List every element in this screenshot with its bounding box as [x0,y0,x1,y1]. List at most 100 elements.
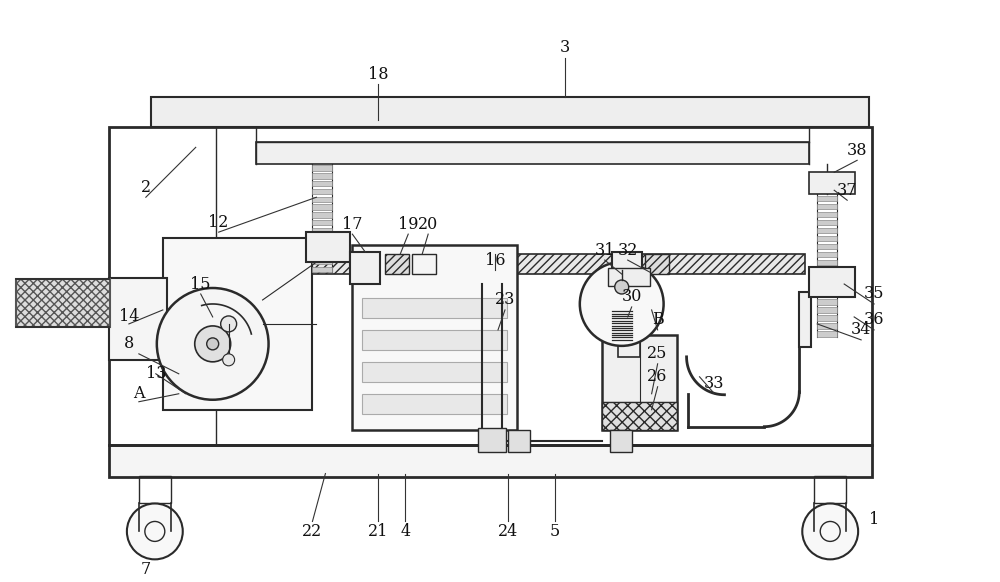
Text: 19: 19 [398,216,418,233]
Bar [799,292,811,347]
Bar [412,254,436,274]
Text: B: B [652,311,663,328]
Text: 32: 32 [618,242,638,258]
Bar [312,243,332,249]
Text: 1: 1 [869,511,879,528]
Bar [817,204,837,209]
Text: 13: 13 [146,365,166,382]
Bar [109,127,872,445]
Bar [312,181,332,186]
Bar [312,267,332,272]
Text: 33: 33 [704,375,725,392]
Bar [817,324,837,329]
Bar [256,143,809,164]
Text: 12: 12 [208,214,229,230]
Bar [312,228,332,233]
Circle shape [802,503,858,559]
Bar [109,278,167,360]
Text: 24: 24 [498,523,518,540]
Bar [602,402,677,430]
Bar [312,251,332,257]
Bar [508,430,530,452]
Bar [817,236,837,241]
Bar [817,300,837,305]
Bar [817,331,837,337]
Text: 4: 4 [400,523,410,540]
Bar [612,252,642,284]
Text: 2: 2 [141,179,151,196]
Text: 25: 25 [647,345,668,363]
Text: 16: 16 [485,251,505,268]
Bar [817,283,837,289]
Bar [817,275,837,281]
Text: 7: 7 [141,561,151,578]
Bar [817,251,837,257]
Text: A: A [133,385,145,402]
Bar [312,173,332,179]
Bar [817,315,837,321]
Bar [817,292,837,297]
Bar [817,219,837,225]
Bar [618,283,640,357]
Bar [109,445,872,477]
Bar [645,254,669,274]
Bar [385,254,409,274]
Circle shape [207,338,219,350]
Text: 38: 38 [847,142,867,159]
Circle shape [195,326,231,362]
Circle shape [221,316,237,332]
Text: 18: 18 [368,66,389,83]
Text: 21: 21 [368,523,388,540]
Text: 3: 3 [560,39,570,56]
Bar [608,268,650,286]
Bar [814,475,846,503]
Bar [817,196,837,201]
Text: 30: 30 [621,289,642,306]
Bar [312,259,332,264]
Text: 31: 31 [594,242,615,258]
Text: 26: 26 [647,368,668,385]
Text: 36: 36 [864,311,884,328]
Text: 34: 34 [851,321,871,338]
Bar [817,307,837,313]
Bar [163,238,312,410]
Circle shape [580,262,664,346]
Bar [306,232,350,262]
Bar [362,394,507,414]
Bar [817,260,837,265]
Bar [817,244,837,249]
Bar [312,204,332,210]
Text: 23: 23 [495,292,515,308]
Bar [809,172,855,194]
Text: 37: 37 [837,182,857,198]
Text: 22: 22 [302,523,323,540]
Bar [817,212,837,217]
Bar [350,252,380,284]
Text: 15: 15 [190,275,211,293]
Text: 35: 35 [864,286,884,303]
Bar [312,197,332,202]
Bar [809,267,855,297]
Bar [139,475,171,503]
Bar [312,165,332,171]
Circle shape [157,288,269,400]
Bar [610,430,632,452]
Text: 5: 5 [550,523,560,540]
Circle shape [127,503,183,559]
Bar [478,428,506,452]
Text: 20: 20 [418,216,438,233]
Bar [312,212,332,218]
Bar [602,335,677,430]
Bar [817,228,837,233]
Bar [312,236,332,241]
Bar [289,254,805,274]
Text: 17: 17 [342,216,363,233]
Bar [362,298,507,318]
Bar [16,279,110,327]
Bar [312,220,332,225]
Bar [352,245,517,430]
Bar [151,97,869,127]
Text: 8: 8 [124,335,134,352]
Bar [312,189,332,194]
Bar [817,268,837,273]
